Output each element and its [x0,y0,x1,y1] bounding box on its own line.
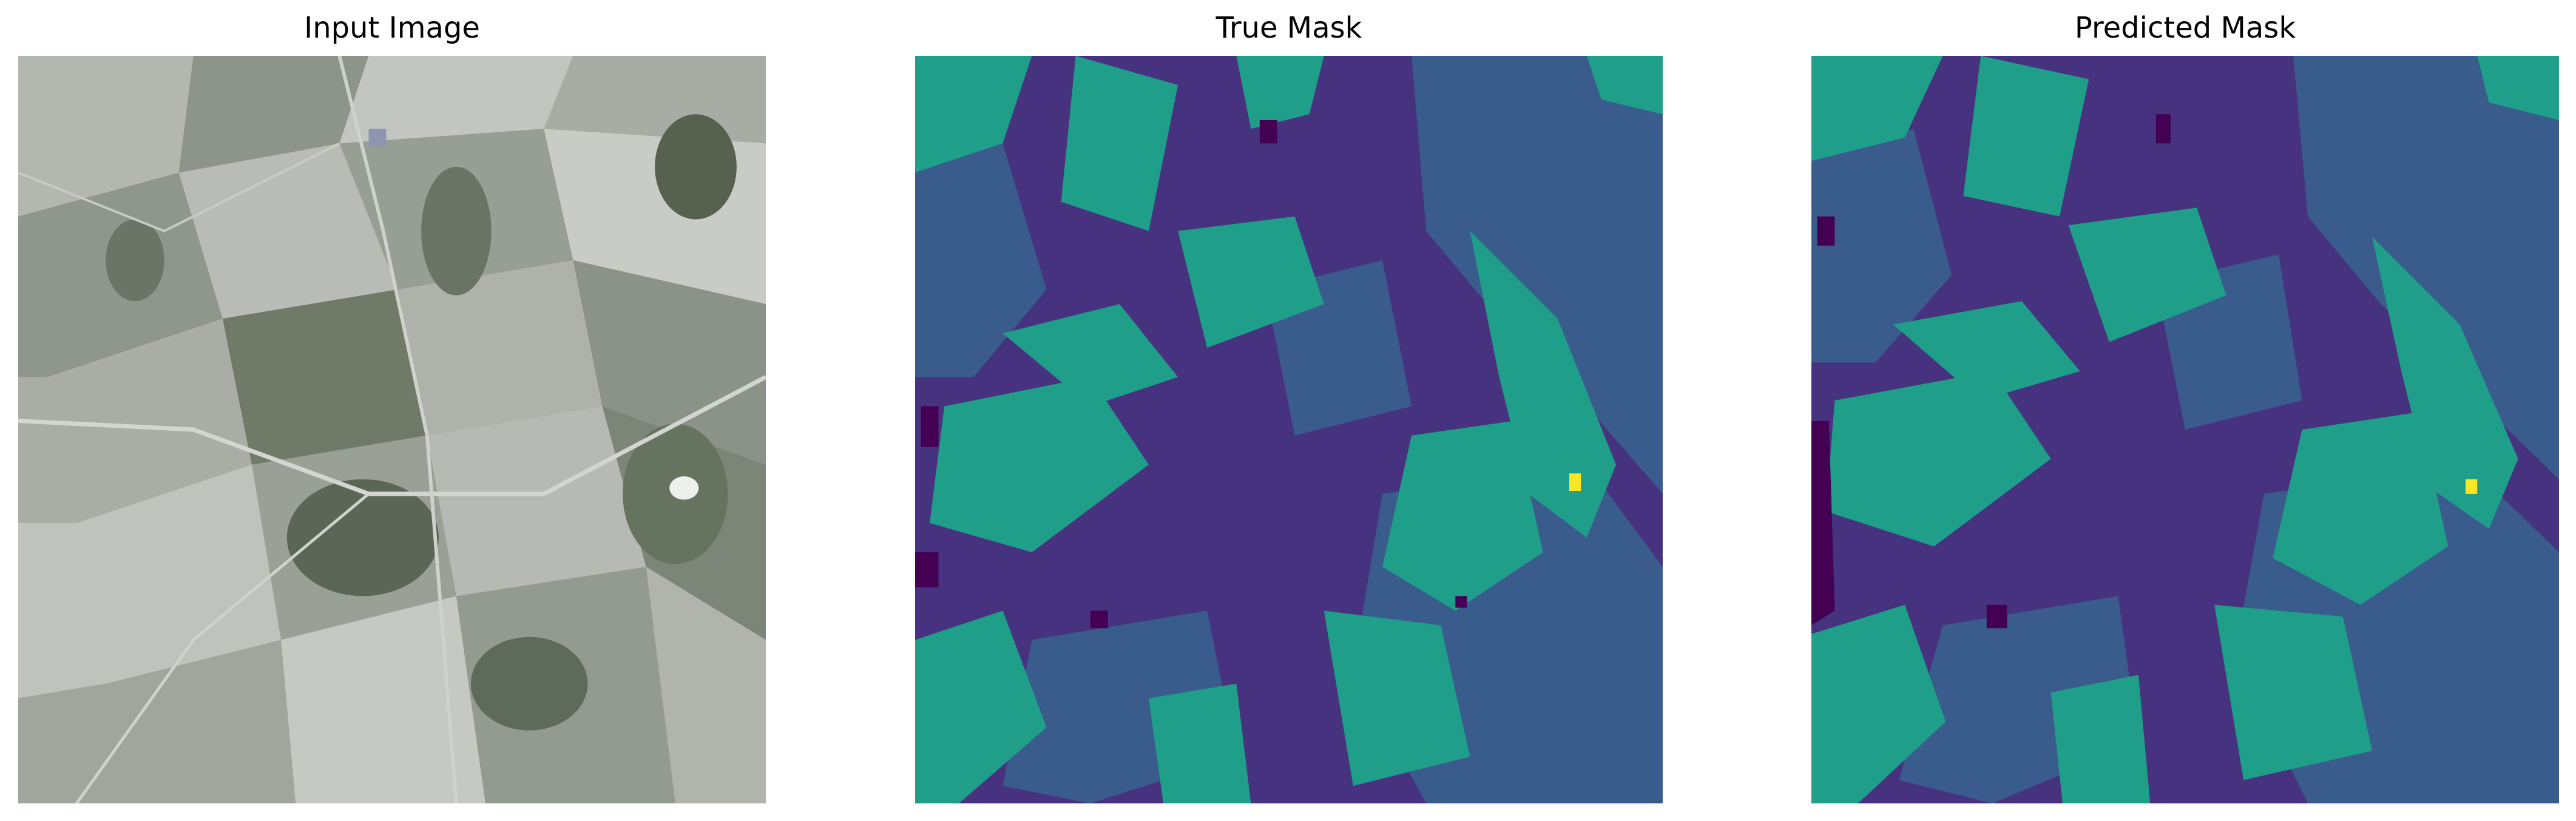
panel-title-input-image: Input Image [304,11,480,45]
panel-title-true-mask: True Mask [1215,11,1362,45]
predicted-mask-image [1811,56,2559,803]
true-mask-image [915,56,1663,803]
panel-title-predicted-mask: Predicted Mask [2074,11,2296,45]
input-image [18,56,766,803]
